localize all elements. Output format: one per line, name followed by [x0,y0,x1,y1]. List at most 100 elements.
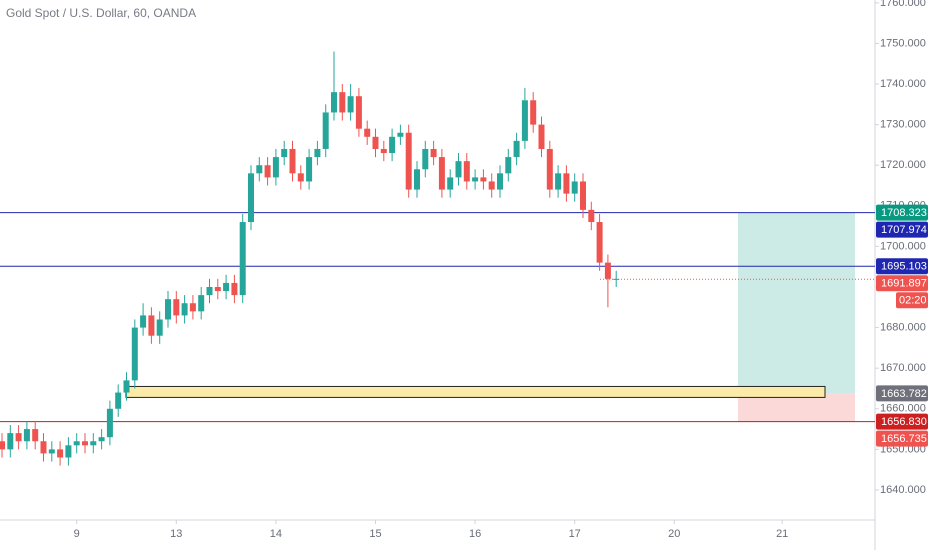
candle-body [15,433,22,442]
candle-body [397,132,404,137]
candle-body [389,136,396,154]
position-loss [738,393,855,422]
candle-body [40,441,47,454]
candle-body [165,299,171,320]
candle-body [48,449,55,454]
candle-body [422,148,429,170]
candle-body [214,286,221,292]
y-tick-label: 1670.000 [880,362,926,374]
candle-body [156,319,163,336]
candle-body [497,173,503,190]
x-tick-label: 21 [776,528,788,540]
candle-body [372,136,379,149]
y-tick-label: 1730.000 [880,119,926,131]
candle-body [604,262,611,279]
price-label: 1656.830 [881,416,927,428]
candle-body [447,177,454,190]
candle-body [480,177,487,182]
candle-body [98,437,105,442]
candle-body [115,392,122,409]
candle-body [106,408,113,438]
x-tick-label: 16 [469,528,481,540]
zone [125,385,826,398]
price-label-box [876,258,928,275]
candle-body [430,148,437,158]
candle-body [198,295,205,312]
candle-body [231,282,238,296]
candle-body [223,282,230,292]
candle-body [546,148,553,190]
candle-body [73,441,80,446]
price-label-box [876,430,928,447]
candle-body [364,128,371,137]
candle-body [256,165,263,174]
candle-body [322,112,329,149]
price-label: 1656.735 [881,433,927,445]
candle-body [596,222,603,263]
chart-title: Gold Spot / U.S. Dollar, 60, OANDA [6,6,196,20]
candle-body [306,157,313,182]
price-label: 1663.782 [881,388,927,400]
candle-body [314,148,321,158]
candle-body [463,161,470,182]
candle-body [272,157,279,178]
candle-body [414,169,420,190]
y-tick-label: 1750.000 [880,37,926,49]
countdown-box [896,292,928,309]
candle-body [131,327,138,381]
candle-body [32,429,39,442]
candle-body [455,161,462,178]
candle-body [239,222,246,296]
x-tick-label: 17 [569,528,581,540]
price-label: 1707.974 [881,224,927,236]
price-label-box [876,413,928,430]
candle-body [355,96,362,129]
candle-body [0,441,5,450]
x-tick-label: 13 [170,528,182,540]
countdown: 02:20 [899,295,927,307]
candle-body [563,173,570,194]
price-label-box [876,221,928,238]
price-label-box [876,275,928,292]
candle-body [248,173,254,223]
candle-body [90,441,97,446]
x-tick-label: 14 [270,528,282,540]
candle-body [405,132,412,190]
candle-body [7,433,14,450]
candle-body [57,449,64,458]
y-tick-label: 1660.000 [880,403,926,415]
candle-body [123,380,130,393]
candle-body [555,173,562,190]
candle-body [538,124,545,149]
y-tick-label: 1640.000 [880,484,926,496]
candle-body [23,429,30,442]
candle-body [264,165,271,178]
candle-body [297,173,304,182]
x-tick-label: 20 [668,528,680,540]
candle-body [347,96,354,113]
candle-body [206,286,213,296]
candle-body [505,157,512,174]
candle-body [65,445,72,458]
candle-body [521,100,528,141]
candle-body [189,303,196,312]
candle-body [380,148,387,154]
price-label: 1691.897 [881,278,927,290]
candle-body [513,140,520,158]
x-tick-label: 15 [369,528,381,540]
candle-body [530,100,537,125]
candle-body [588,209,595,223]
candle-body [82,441,88,446]
candle-body [613,278,620,280]
candle-body [289,148,296,174]
y-tick-label: 1760.000 [880,0,926,9]
price-label: 1708.323 [881,207,927,219]
candle-body [580,181,586,210]
price-label-box [876,204,928,221]
y-tick-label: 1720.000 [880,159,926,171]
candle-body [571,181,578,194]
candle-body [339,92,346,113]
position-profit [738,212,855,394]
candle-body [148,315,155,336]
